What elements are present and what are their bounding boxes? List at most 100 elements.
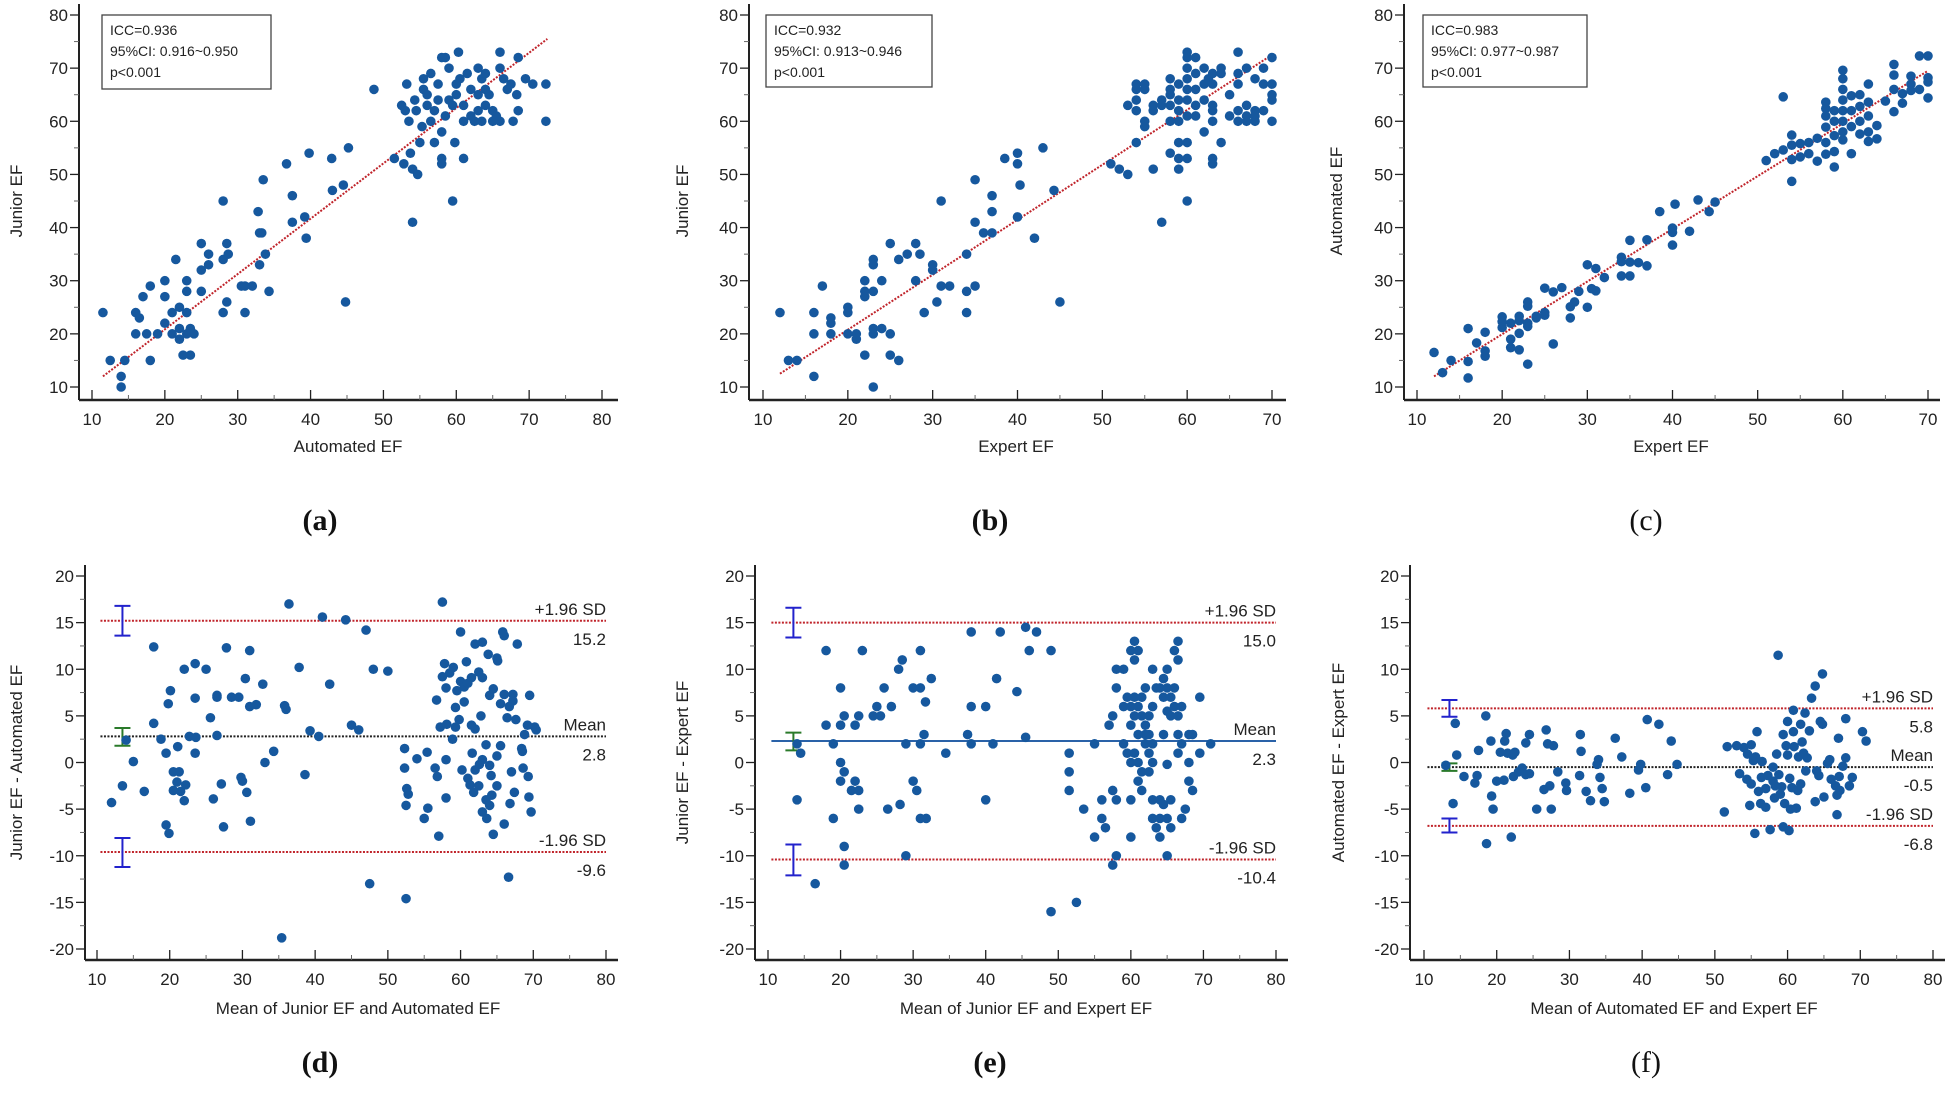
data-point (1824, 754, 1835, 765)
data-point (1182, 196, 1192, 206)
x-tick-label: 50 (1748, 410, 1767, 429)
data-point (1173, 116, 1184, 127)
data-point (401, 800, 411, 811)
data-point (324, 679, 335, 689)
data-point (1642, 714, 1653, 725)
data-point (1889, 70, 1899, 80)
data-point (119, 355, 130, 366)
data-point (1182, 95, 1192, 105)
data-point (1111, 664, 1122, 675)
data-point (966, 701, 976, 712)
data-point (251, 699, 262, 710)
data-point (1834, 771, 1844, 782)
data-point (1640, 782, 1651, 793)
data-point (412, 169, 423, 180)
data-point (453, 47, 464, 57)
data-point (1693, 195, 1703, 205)
data-point (1173, 729, 1183, 740)
data-point (473, 89, 483, 100)
stats-text: ICC=0.936 (110, 22, 178, 38)
data-point (260, 249, 271, 259)
data-point (1576, 746, 1586, 757)
data-point (1788, 705, 1799, 716)
data-point (1710, 197, 1720, 207)
data-point (839, 711, 849, 721)
data-point (499, 689, 510, 700)
data-point (1722, 741, 1733, 752)
x-tick-label: 70 (1851, 970, 1870, 989)
data-point (1129, 655, 1140, 665)
data-point (1744, 800, 1755, 811)
data-point (499, 819, 510, 829)
data-point (221, 238, 232, 249)
data-point (1182, 52, 1192, 63)
data-point (480, 68, 491, 79)
data-point (1205, 739, 1216, 749)
y-tick-label: -15 (49, 893, 74, 912)
data-point (999, 153, 1010, 164)
regression-line (1433, 69, 1929, 378)
data-point (218, 196, 228, 206)
data-point (450, 722, 461, 732)
data-point (1812, 156, 1823, 166)
data-point (919, 729, 929, 740)
upper-limit-value: 5.8 (1909, 717, 1933, 736)
data-point (484, 800, 495, 811)
data-point (1046, 906, 1056, 917)
data-point (305, 725, 315, 736)
data-point (1897, 88, 1908, 99)
data-point (902, 249, 913, 259)
data-points (98, 47, 551, 392)
data-point (1795, 719, 1806, 730)
data-point (268, 746, 279, 757)
data-point (1169, 645, 1180, 656)
data-point (1760, 783, 1771, 794)
data-point (1182, 111, 1192, 121)
data-point (1565, 313, 1576, 323)
data-point (1591, 286, 1601, 296)
data-point (181, 286, 192, 297)
data-point (1446, 355, 1456, 366)
y-tick-label: 70 (49, 59, 68, 78)
data-point (1250, 116, 1260, 127)
data-point (1155, 813, 1165, 824)
data-point (130, 329, 141, 339)
data-point (511, 89, 522, 100)
y-tick-label: -10 (49, 847, 74, 866)
y-tick-label: 70 (719, 59, 738, 78)
data-point (1173, 95, 1184, 105)
mean-label: Mean (1890, 746, 1933, 765)
y-tick-label: 50 (49, 165, 68, 184)
data-point (1131, 137, 1142, 148)
stats-text: p<0.001 (774, 64, 825, 80)
x-tick-label: 20 (155, 410, 174, 429)
data-point (1497, 322, 1507, 333)
data-point (910, 238, 921, 249)
data-point (1667, 240, 1678, 250)
y-tick-label: 50 (1374, 165, 1393, 184)
data-point (882, 804, 893, 814)
data-point (810, 878, 820, 889)
data-point (301, 233, 312, 243)
lower-ci-error-bar (785, 843, 802, 877)
data-point (1897, 98, 1908, 109)
data-point (1162, 683, 1172, 693)
data-point (404, 116, 414, 127)
data-point (901, 850, 911, 861)
data-point (1803, 148, 1814, 159)
data-point (1524, 729, 1535, 740)
data-points (106, 597, 541, 943)
data-point (1012, 212, 1023, 222)
data-point (523, 771, 533, 782)
data-point (1505, 334, 1516, 344)
data-point (524, 792, 534, 802)
data-point (1684, 226, 1695, 237)
data-point (1800, 766, 1811, 776)
data-point (1846, 148, 1857, 159)
data-point (203, 259, 214, 270)
data-point (422, 89, 432, 100)
data-point (1624, 788, 1635, 799)
panel-label: (e) (973, 1046, 1006, 1079)
data-point (1165, 100, 1175, 111)
data-point (240, 673, 251, 684)
